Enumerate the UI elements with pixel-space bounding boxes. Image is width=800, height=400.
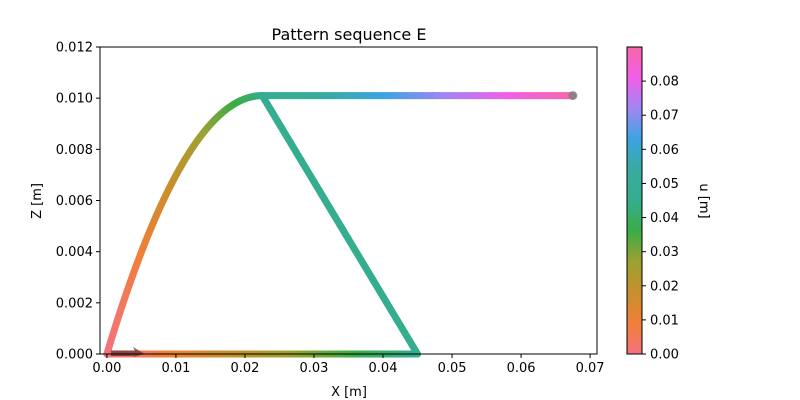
- x-tick-label: 0.01: [161, 361, 190, 376]
- colorbar-scale: [626, 46, 643, 355]
- colorbar-label: u [m]: [696, 183, 711, 218]
- x-axis: 0.00 0.01 0.02 0.03 0.04 0.05 0.06 0.07: [92, 354, 605, 376]
- colorbar-tick-label: 0.02: [650, 279, 679, 294]
- y-tick-label: 0.004: [56, 245, 93, 260]
- x-tick-label: 0.06: [507, 361, 536, 376]
- y-axis-label: Z [m]: [30, 183, 45, 219]
- colorbar-tick-label: 0.01: [650, 313, 679, 328]
- y-tick-label: 0.006: [56, 194, 93, 209]
- colorbar-tick-label: 0.03: [650, 245, 679, 260]
- colorbar-tick-label: 0.08: [650, 75, 679, 90]
- x-tick-label: 0.07: [576, 361, 605, 376]
- end-marker: [568, 91, 578, 101]
- x-tick-label: 0.03: [300, 361, 329, 376]
- x-axis-label: X [m]: [331, 385, 367, 400]
- path-piece: [103, 341, 113, 358]
- path-segment-3: [103, 92, 266, 358]
- colorbar-tick-label: 0.06: [650, 143, 679, 158]
- plot-area: [99, 46, 598, 358]
- y-axis: 0.000 0.002 0.004 0.006 0.008 0.010 0.012: [56, 41, 100, 363]
- path-segment-2: [258, 92, 422, 358]
- colorbar-tick-label: 0.07: [650, 109, 679, 124]
- colorbar-tick-label: 0.00: [650, 348, 679, 363]
- y-tick-label: 0.010: [56, 92, 93, 107]
- colorbar-tick-label: 0.04: [650, 211, 679, 226]
- chart-title: Pattern sequence E: [272, 25, 427, 44]
- colorbar-tick-label: 0.05: [650, 177, 679, 192]
- y-tick-label: 0.000: [56, 348, 93, 363]
- colorbar: 0.00 0.01 0.02 0.03 0.04 0.05 0.06 0.07 0.08: [626, 46, 679, 363]
- x-tick-label: 0.05: [438, 361, 467, 376]
- x-tick-label: 0.02: [230, 361, 259, 376]
- y-tick-label: 0.008: [56, 143, 93, 158]
- y-tick-label: 0.012: [56, 41, 93, 56]
- x-tick-label: 0.04: [369, 361, 398, 376]
- y-tick-label: 0.002: [56, 296, 93, 311]
- x-tick-label: 0.00: [92, 361, 121, 376]
